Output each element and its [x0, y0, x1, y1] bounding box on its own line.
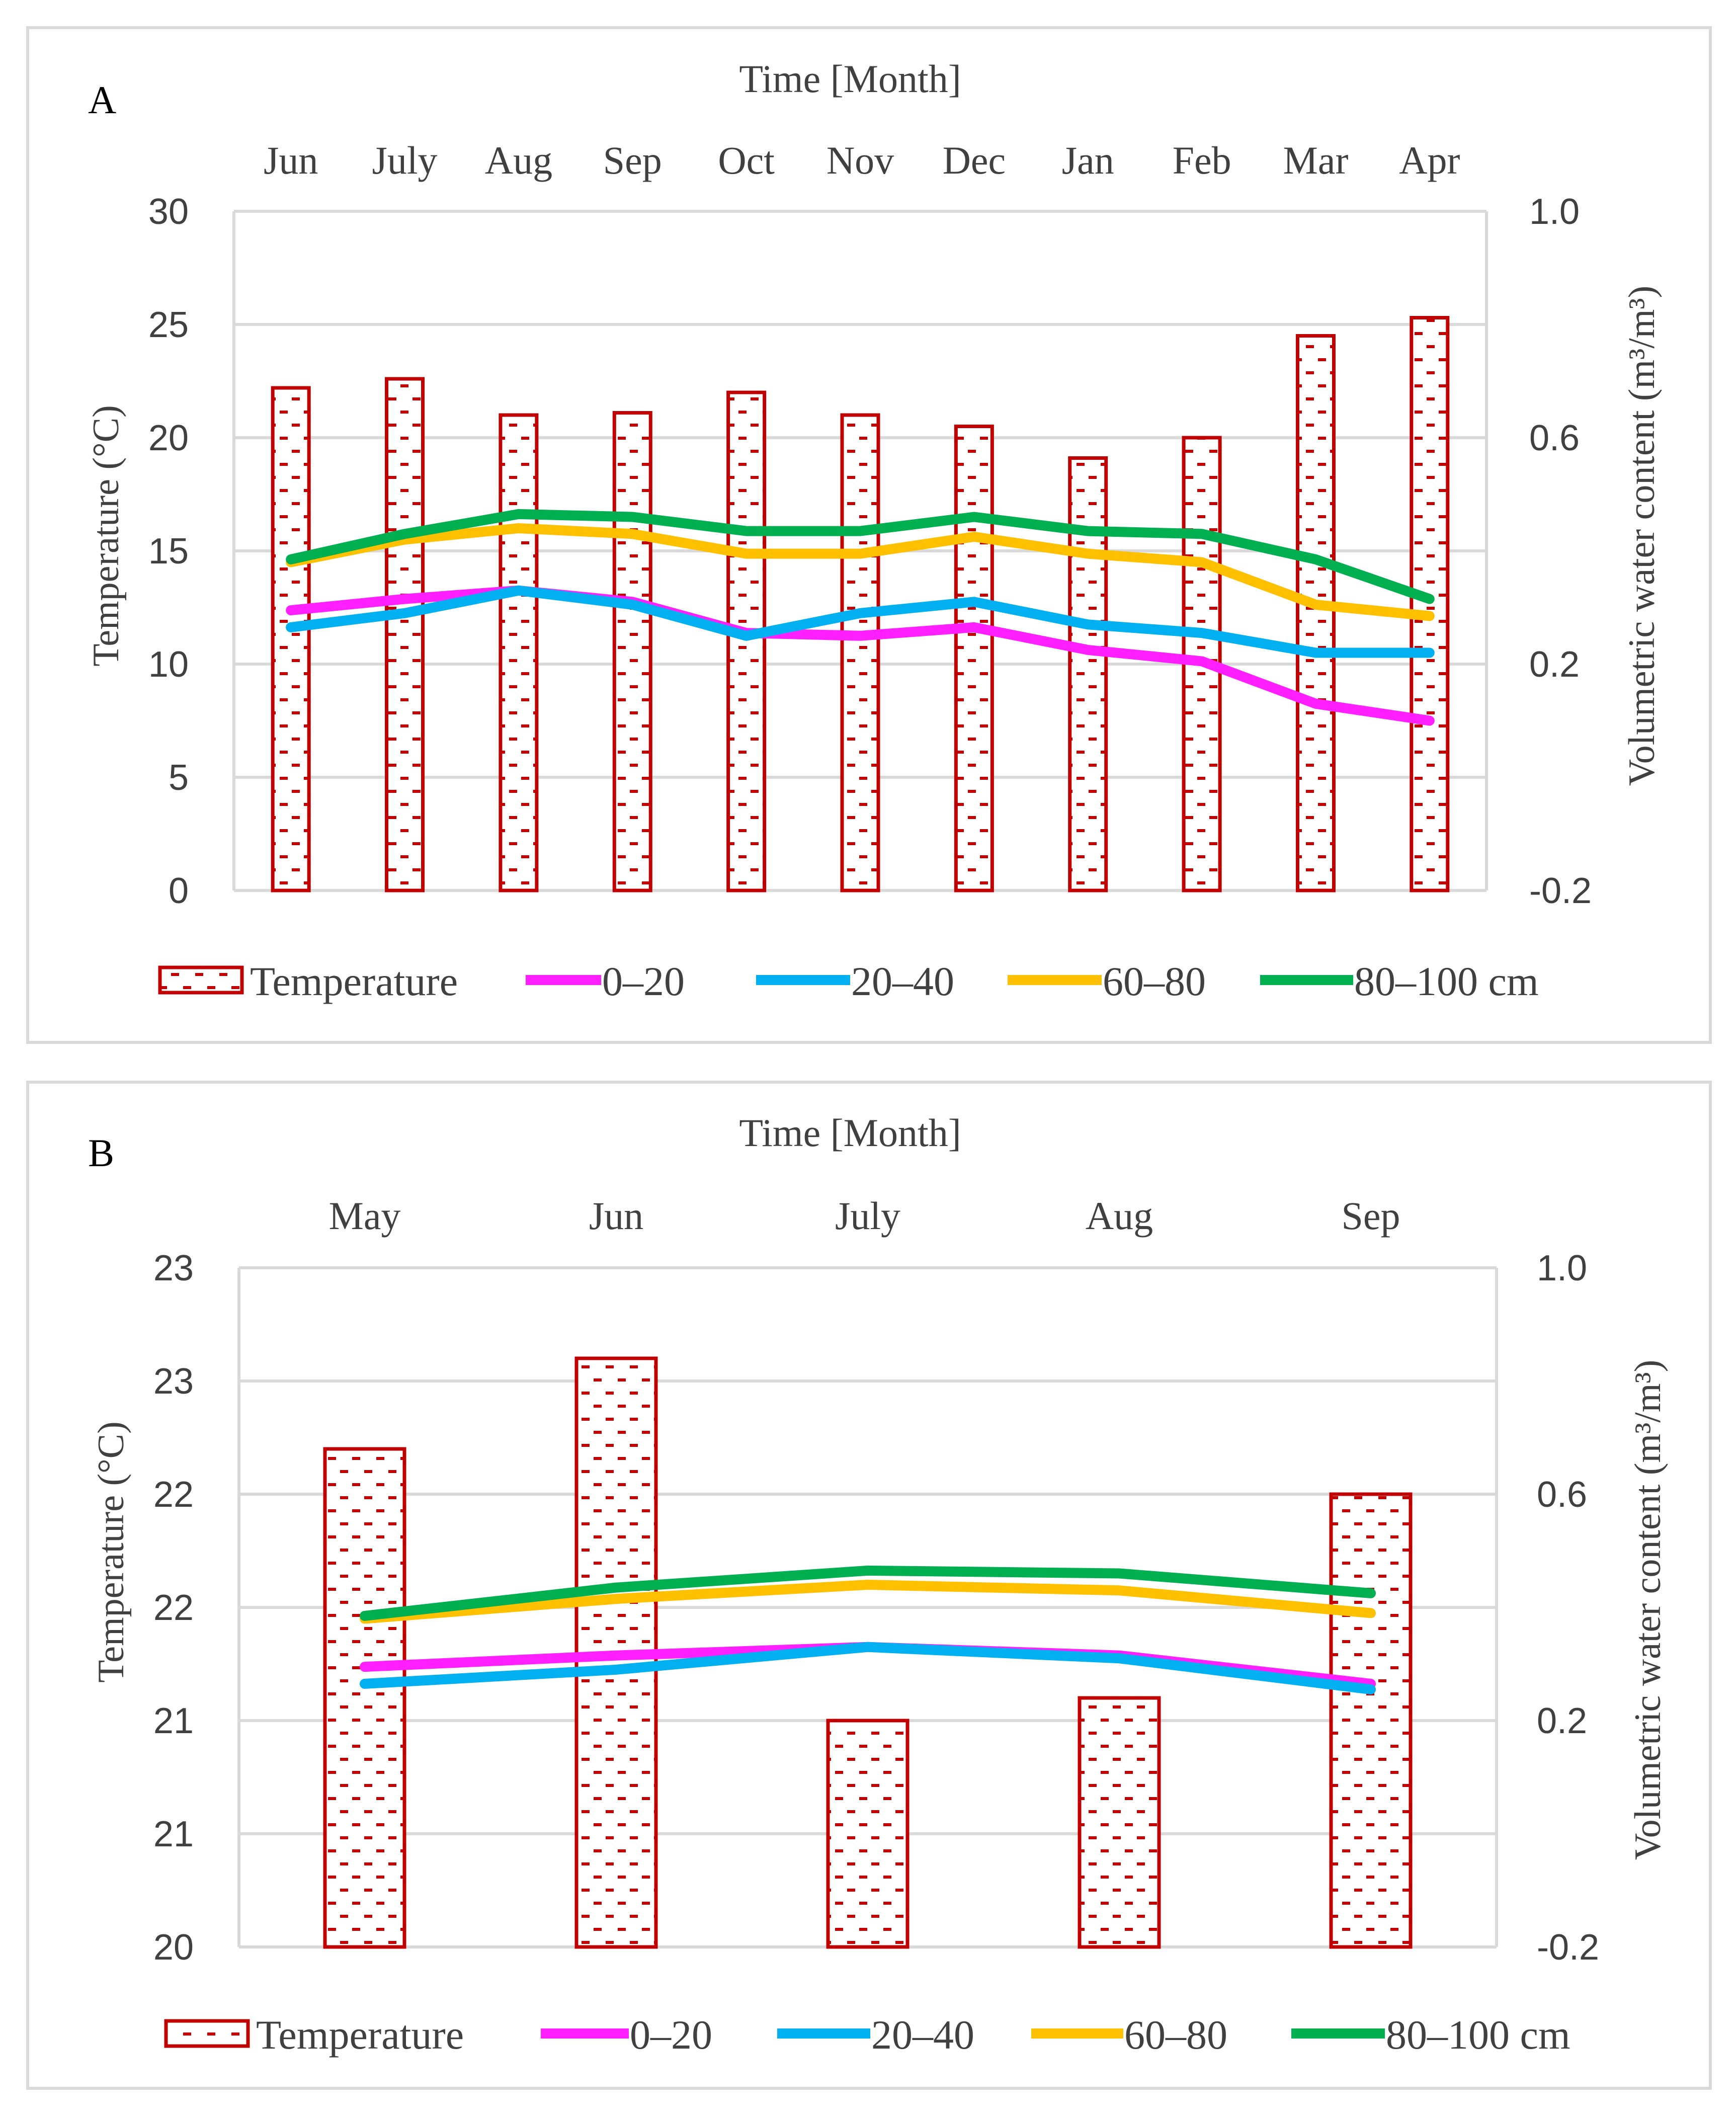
y-tick-label: 21: [153, 1814, 194, 1854]
temperature-bar: [1410, 316, 1450, 892]
series-line-4: [286, 509, 1435, 604]
temperature-bar: [323, 1447, 406, 1949]
panel-b-left-ticks: 20 21 21 22 22 23 23: [153, 1248, 194, 1968]
panel-a-left-ticks: 0 5 10 15 20 25 30: [148, 192, 189, 911]
y-tick-label: 20: [148, 418, 189, 458]
panel-a-lines: [286, 509, 1435, 726]
panel-b-bars: [323, 1356, 1413, 1949]
month-label: Dec: [943, 138, 1006, 182]
series-line-2: [360, 1642, 1376, 1695]
month-label: Sep: [603, 138, 662, 182]
panel-a-legend: Temperature 0–20 20–40 60–80 80–100 cm: [158, 958, 1539, 1004]
temperature-bar: [826, 1719, 910, 1949]
month-label: Aug: [485, 138, 552, 182]
y-tick-label: 22: [153, 1588, 194, 1628]
temperature-bar: [1329, 1492, 1413, 1949]
panel-a-bars: [271, 316, 1450, 892]
y-tick-label: 23: [153, 1361, 194, 1402]
y2-tick-label: 1.0: [1529, 192, 1580, 232]
temperature-bar: [612, 411, 652, 892]
series-line-2: [286, 585, 1435, 658]
y2-tick-label: 0.2: [1529, 644, 1580, 685]
panel-a-right-ticks: -0.2 0.2 0.6 1.0: [1529, 192, 1592, 911]
panel-b-right-axis-title: Volumetric water content (m³/m³): [1627, 1360, 1669, 1860]
month-label: July: [372, 138, 438, 182]
temperature-bar: [499, 413, 539, 892]
legend-60-80-label: 60–80: [1124, 2012, 1227, 2058]
temperature-bar: [271, 386, 311, 892]
y-tick-label: 21: [153, 1701, 194, 1741]
y2-tick-label: 1.0: [1537, 1248, 1587, 1288]
panel-b-legend: Temperature 0–20 20–40 60–80 80–100 cm: [164, 2012, 1570, 2058]
panel-b-lines: [360, 1565, 1376, 1695]
y-tick-label: 20: [153, 1927, 194, 1968]
temperature-bar: [840, 413, 880, 892]
temperature-bar: [385, 377, 425, 892]
legend-20-40-label: 20–40: [851, 958, 954, 1004]
month-label: May: [329, 1194, 401, 1238]
month-label: Sep: [1342, 1194, 1400, 1238]
y-tick-label: 23: [153, 1248, 194, 1288]
month-label: Oct: [718, 138, 775, 182]
temperature-bar: [1078, 1696, 1161, 1949]
panel-b-letter: B: [88, 1131, 114, 1175]
y-tick-label: 10: [148, 644, 189, 685]
panel-b-left-axis-title: Temperature (°C): [91, 1421, 132, 1683]
legend-80-100-label: 80–100 cm: [1386, 2012, 1570, 2058]
y-tick-label: 0: [169, 871, 189, 911]
series-line-4: [360, 1565, 1376, 1621]
panel-a-left-axis-title: Temperature (°C): [86, 405, 127, 667]
month-label: July: [835, 1194, 900, 1238]
panel-b: B Time [Month] May Jun July Aug Sep 20 21 21 22…: [26, 1081, 1712, 2090]
y-tick-label: 30: [148, 192, 189, 232]
y2-tick-label: 0.6: [1529, 418, 1580, 458]
series-line-3: [286, 523, 1435, 621]
panel-b-month-labels: May Jun July Aug Sep: [329, 1194, 1400, 1238]
y2-tick-label: -0.2: [1529, 871, 1592, 911]
panel-b-border: [26, 1081, 1712, 2090]
temperature-bar: [1295, 334, 1336, 892]
legend-temperature-swatch: [164, 2019, 250, 2048]
month-label: Mar: [1283, 138, 1348, 182]
month-label: Jun: [264, 138, 318, 182]
panel-b-title: Time [Month]: [739, 1111, 961, 1155]
temperature-bar: [954, 425, 994, 892]
legend-temperature-label: Temperature: [250, 958, 458, 1004]
panel-a-border: [26, 26, 1712, 1044]
legend-0-20-label: 0–20: [630, 2012, 712, 2058]
panel-a-letter: A: [88, 78, 116, 122]
panel-a: A Time [Month] Jun July Aug Sep Oct Nov Dec Jan…: [26, 26, 1712, 1044]
y-tick-label: 22: [153, 1475, 194, 1515]
legend-0-20-label: 0–20: [602, 958, 685, 1004]
legend-80-100-label: 80–100 cm: [1354, 958, 1539, 1004]
legend-20-40-label: 20–40: [871, 2012, 974, 2058]
legend-60-80-label: 60–80: [1103, 958, 1206, 1004]
legend-temperature-swatch: [158, 965, 244, 995]
month-label: Aug: [1086, 1194, 1153, 1238]
panel-a-month-labels: Jun July Aug Sep Oct Nov Dec Jan Feb Mar Apr: [264, 138, 1460, 182]
temperature-bar: [1068, 456, 1108, 892]
panel-a-title: Time [Month]: [739, 57, 961, 101]
month-label: Apr: [1399, 138, 1460, 182]
month-label: Jun: [589, 1194, 643, 1238]
series-line-3: [360, 1580, 1376, 1624]
y2-tick-label: 0.6: [1537, 1475, 1587, 1515]
month-label: Nov: [826, 138, 894, 182]
month-label: Jan: [1062, 138, 1114, 182]
y-tick-label: 5: [169, 758, 189, 798]
y-tick-label: 25: [148, 305, 189, 345]
y2-tick-label: 0.2: [1537, 1701, 1587, 1741]
panel-b-right-ticks: -0.2 0.2 0.6 1.0: [1537, 1248, 1599, 1968]
month-label: Feb: [1173, 138, 1231, 182]
panel-a-right-axis-title: Volumetric water content (m³/m³): [1621, 286, 1663, 786]
legend-temperature-label: Temperature: [256, 2012, 464, 2058]
temperature-bar: [726, 390, 767, 892]
y2-tick-label: -0.2: [1537, 1927, 1599, 1968]
y-tick-label: 15: [148, 531, 189, 572]
